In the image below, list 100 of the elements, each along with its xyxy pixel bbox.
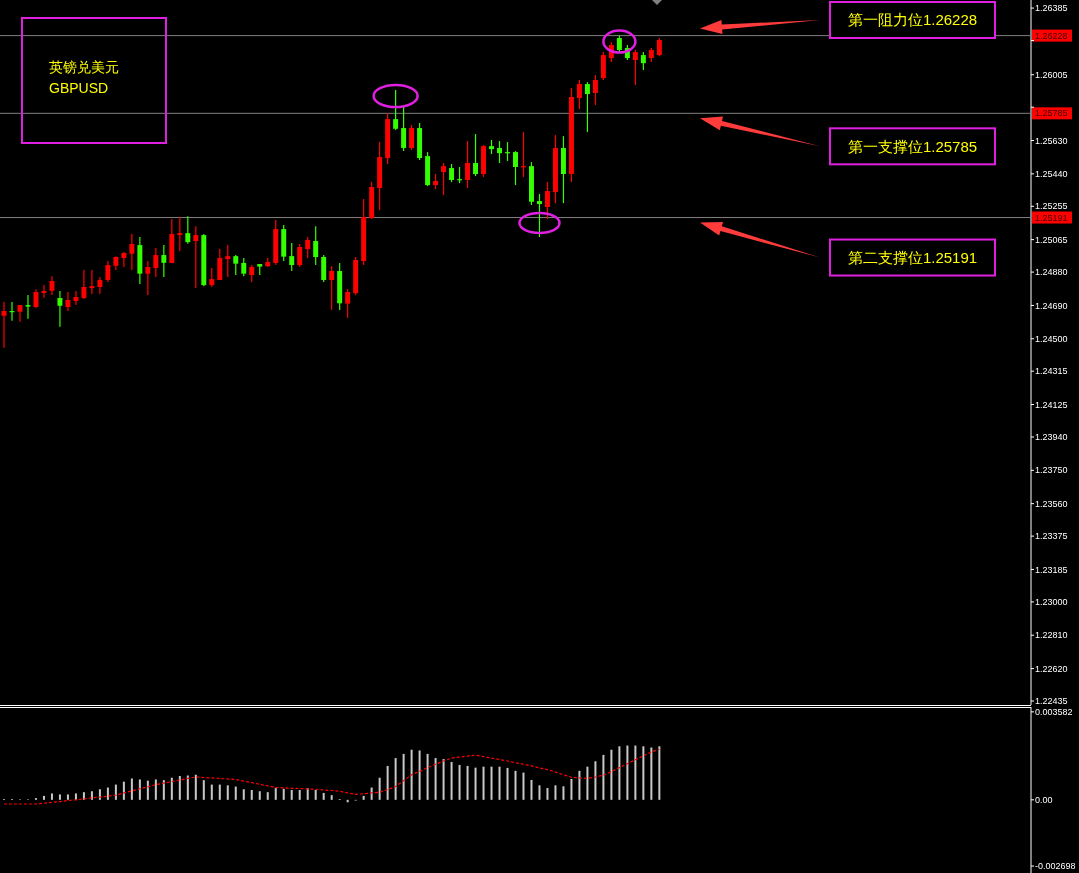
y-tick-label: 0.003582 (1035, 707, 1073, 718)
bar (306, 788, 309, 800)
y-tick-label: 1.22810 (1035, 630, 1068, 641)
candlestick (473, 133, 479, 177)
bar (82, 792, 85, 800)
y-tick-label: 1.23940 (1035, 432, 1068, 443)
bar (154, 779, 157, 800)
bar (538, 785, 541, 800)
bar (226, 785, 229, 800)
bar (578, 770, 581, 800)
bar (570, 778, 573, 800)
bar (546, 788, 549, 800)
annotation: 第一阻力位1.26228 (847, 11, 978, 29)
bar (210, 784, 213, 800)
candlestick (305, 236, 311, 259)
candlestick (313, 225, 319, 266)
candlestick (497, 140, 502, 164)
text: 英镑兑美元 (49, 59, 119, 75)
bar (130, 778, 133, 800)
y-tick-label: 1.24880 (1035, 267, 1068, 278)
candlestick (393, 89, 399, 131)
bar (610, 749, 613, 800)
bar (402, 753, 405, 800)
bar (322, 792, 325, 800)
y-tick-label: 1.25630 (1035, 135, 1068, 146)
candlestick (537, 193, 542, 238)
candlestick (57, 290, 63, 328)
y-tick-label: 1.22435 (1035, 696, 1068, 707)
bar (650, 747, 653, 800)
bar (442, 759, 445, 800)
annotation: 第二支撑位1.25191 (847, 248, 978, 266)
bar (314, 790, 317, 800)
candlestick (73, 290, 79, 306)
bar (58, 794, 61, 800)
bar (170, 777, 173, 800)
bar (298, 790, 301, 800)
bar (114, 784, 117, 800)
candlestick (600, 51, 606, 81)
candlestick (81, 269, 87, 300)
bar (178, 776, 181, 800)
bar (202, 780, 205, 800)
bar (642, 746, 645, 800)
ref-line-label: 1.25191 (1035, 212, 1068, 223)
bar (218, 784, 221, 800)
candlestick (97, 276, 103, 295)
bar (434, 758, 437, 800)
bar (362, 795, 365, 800)
y-tick-label: 1.24315 (1035, 366, 1068, 377)
bar (554, 785, 557, 800)
bar (386, 765, 389, 800)
bar (474, 767, 477, 800)
bar (594, 761, 597, 800)
candlestick (33, 288, 39, 309)
candlestick (241, 257, 247, 277)
candlestick (289, 242, 295, 272)
candlestick (49, 275, 55, 296)
bar (50, 793, 53, 800)
y-tick-label: 1.23375 (1035, 531, 1068, 542)
bar (562, 786, 565, 800)
bar (466, 765, 469, 800)
bar (250, 790, 253, 800)
candlestick (233, 254, 239, 276)
bar (618, 746, 621, 800)
bar (522, 772, 525, 800)
bar (258, 791, 261, 800)
candlestick (161, 244, 167, 278)
candlestick (656, 37, 662, 57)
y-tick-label: 1.26005 (1035, 69, 1068, 80)
line-series (3, 748, 660, 805)
y-tick-label: 1.25065 (1035, 234, 1068, 245)
bar (394, 758, 397, 800)
bar (66, 794, 69, 800)
candlestick (145, 260, 151, 296)
candlestick (121, 251, 127, 268)
candlestick (321, 254, 327, 283)
y-tick-label: 1.22620 (1035, 663, 1068, 674)
bar (626, 745, 629, 800)
bar (290, 790, 293, 800)
bar (378, 777, 381, 800)
bar (514, 770, 517, 800)
y-tick-label: 1.26385 (1035, 3, 1068, 14)
bar (122, 781, 125, 800)
candlestick (576, 79, 582, 110)
ref-line-label: 1.26228 (1035, 30, 1068, 41)
bar (602, 754, 605, 800)
candlestick (592, 74, 598, 106)
y-tick-label: 1.25440 (1035, 169, 1068, 179)
candlestick (632, 49, 638, 86)
bar (530, 779, 533, 800)
bar (482, 766, 485, 800)
candlestick (177, 216, 183, 252)
bar (634, 745, 637, 800)
y-tick-label: 1.25255 (1035, 201, 1068, 212)
bar (146, 780, 149, 800)
candlestick (329, 265, 335, 311)
bar (330, 795, 333, 800)
bar (586, 766, 589, 800)
candlestick (185, 215, 191, 245)
bar (490, 766, 493, 800)
y-tick-label: 1.24690 (1035, 300, 1068, 311)
